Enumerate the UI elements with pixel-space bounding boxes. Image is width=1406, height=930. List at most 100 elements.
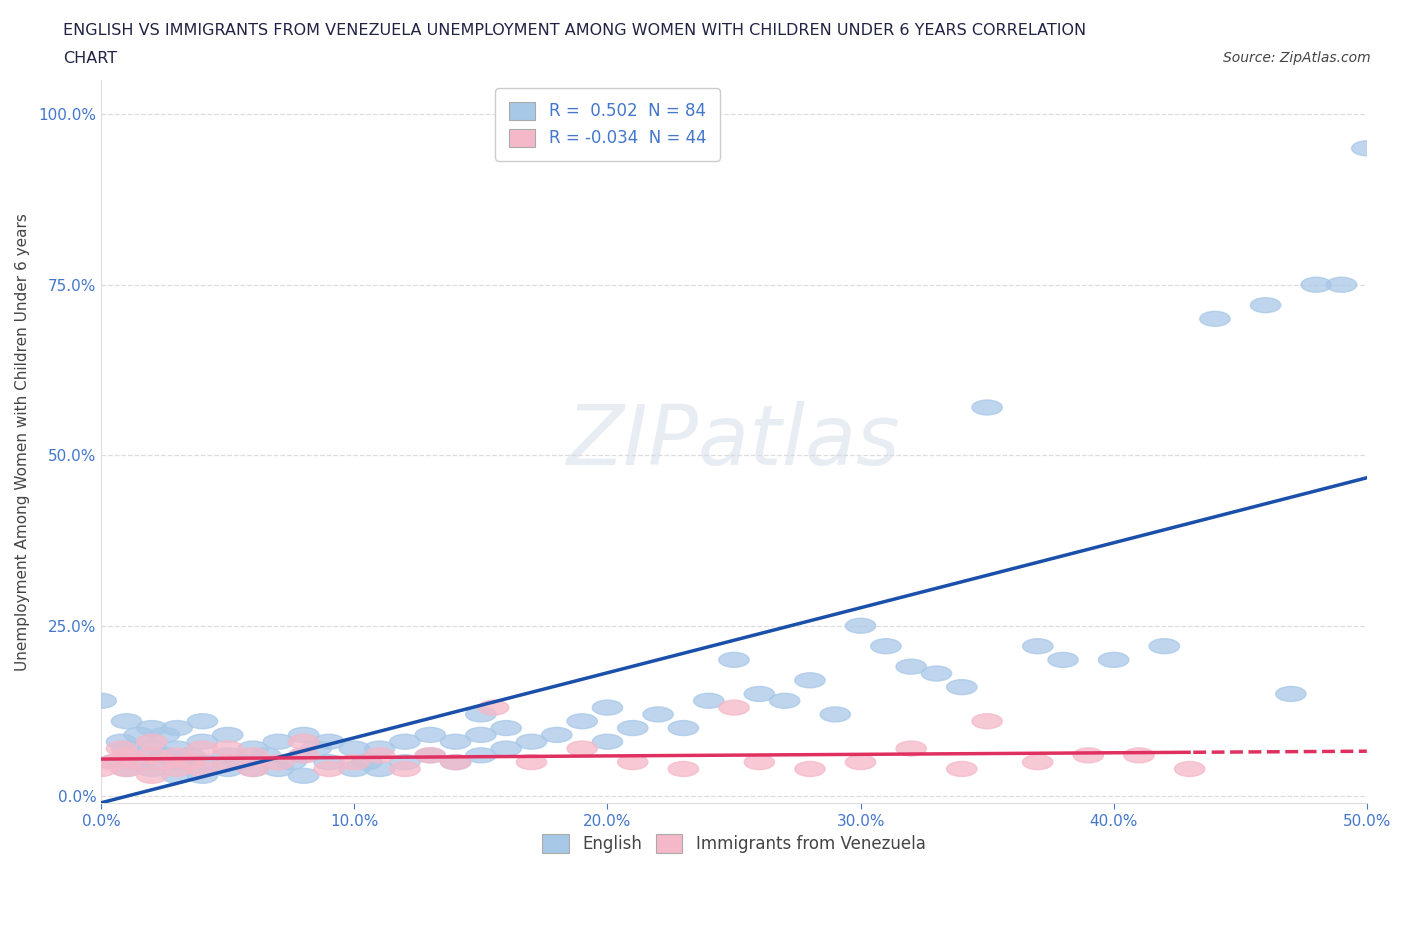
- Ellipse shape: [187, 768, 218, 783]
- Ellipse shape: [1022, 754, 1053, 770]
- Ellipse shape: [668, 721, 699, 736]
- Ellipse shape: [263, 762, 294, 777]
- Ellipse shape: [364, 762, 395, 777]
- Ellipse shape: [162, 721, 193, 736]
- Ellipse shape: [1149, 639, 1180, 654]
- Ellipse shape: [1022, 639, 1053, 654]
- Ellipse shape: [111, 762, 142, 777]
- Ellipse shape: [238, 762, 269, 777]
- Text: ZIPatlas: ZIPatlas: [567, 401, 901, 482]
- Ellipse shape: [465, 707, 496, 722]
- Ellipse shape: [1199, 312, 1230, 326]
- Ellipse shape: [238, 748, 269, 763]
- Ellipse shape: [314, 734, 344, 750]
- Ellipse shape: [238, 762, 269, 777]
- Ellipse shape: [415, 748, 446, 763]
- Ellipse shape: [136, 768, 167, 783]
- Ellipse shape: [86, 693, 117, 709]
- Ellipse shape: [111, 713, 142, 729]
- Ellipse shape: [124, 754, 155, 770]
- Ellipse shape: [415, 727, 446, 742]
- Ellipse shape: [212, 748, 243, 763]
- Ellipse shape: [946, 680, 977, 695]
- Ellipse shape: [352, 754, 382, 770]
- Ellipse shape: [440, 754, 471, 770]
- Ellipse shape: [617, 721, 648, 736]
- Ellipse shape: [124, 754, 155, 770]
- Ellipse shape: [162, 768, 193, 783]
- Text: CHART: CHART: [63, 51, 117, 66]
- Ellipse shape: [1326, 277, 1357, 292]
- Ellipse shape: [389, 734, 420, 750]
- Ellipse shape: [1275, 686, 1306, 701]
- Ellipse shape: [465, 748, 496, 763]
- Ellipse shape: [288, 727, 319, 742]
- Ellipse shape: [212, 762, 243, 777]
- Ellipse shape: [238, 741, 269, 756]
- Ellipse shape: [136, 734, 167, 750]
- Ellipse shape: [718, 652, 749, 668]
- Ellipse shape: [162, 741, 193, 756]
- Ellipse shape: [896, 659, 927, 674]
- Ellipse shape: [896, 741, 927, 756]
- Ellipse shape: [86, 762, 117, 777]
- Ellipse shape: [516, 734, 547, 750]
- Ellipse shape: [250, 748, 281, 763]
- Ellipse shape: [276, 754, 307, 770]
- Ellipse shape: [820, 707, 851, 722]
- Ellipse shape: [1250, 298, 1281, 312]
- Ellipse shape: [162, 754, 193, 770]
- Ellipse shape: [212, 727, 243, 742]
- Ellipse shape: [111, 748, 142, 763]
- Ellipse shape: [491, 721, 522, 736]
- Ellipse shape: [136, 762, 167, 777]
- Ellipse shape: [592, 700, 623, 715]
- Ellipse shape: [111, 741, 142, 756]
- Ellipse shape: [794, 672, 825, 688]
- Ellipse shape: [567, 713, 598, 729]
- Ellipse shape: [744, 686, 775, 701]
- Ellipse shape: [1174, 762, 1205, 777]
- Text: Source: ZipAtlas.com: Source: ZipAtlas.com: [1223, 51, 1371, 65]
- Ellipse shape: [162, 748, 193, 763]
- Ellipse shape: [149, 748, 180, 763]
- Ellipse shape: [972, 400, 1002, 415]
- Ellipse shape: [1047, 652, 1078, 668]
- Ellipse shape: [187, 754, 218, 770]
- Ellipse shape: [1301, 277, 1331, 292]
- Ellipse shape: [718, 700, 749, 715]
- Ellipse shape: [174, 748, 205, 763]
- Ellipse shape: [107, 734, 136, 750]
- Ellipse shape: [225, 754, 256, 770]
- Ellipse shape: [1098, 652, 1129, 668]
- Ellipse shape: [592, 734, 623, 750]
- Text: ENGLISH VS IMMIGRANTS FROM VENEZUELA UNEMPLOYMENT AMONG WOMEN WITH CHILDREN UNDE: ENGLISH VS IMMIGRANTS FROM VENEZUELA UNE…: [63, 23, 1087, 38]
- Ellipse shape: [921, 666, 952, 681]
- Ellipse shape: [870, 639, 901, 654]
- Ellipse shape: [314, 762, 344, 777]
- Ellipse shape: [516, 754, 547, 770]
- Ellipse shape: [339, 741, 370, 756]
- Y-axis label: Unemployment Among Women with Children Under 6 years: Unemployment Among Women with Children U…: [15, 213, 30, 671]
- Ellipse shape: [415, 748, 446, 763]
- Ellipse shape: [1073, 748, 1104, 763]
- Ellipse shape: [972, 713, 1002, 729]
- Ellipse shape: [98, 754, 129, 770]
- Ellipse shape: [174, 754, 205, 770]
- Ellipse shape: [149, 754, 180, 770]
- Ellipse shape: [263, 734, 294, 750]
- Ellipse shape: [389, 762, 420, 777]
- Ellipse shape: [845, 618, 876, 633]
- Ellipse shape: [136, 721, 167, 736]
- Ellipse shape: [440, 754, 471, 770]
- Ellipse shape: [845, 754, 876, 770]
- Ellipse shape: [617, 754, 648, 770]
- Ellipse shape: [187, 762, 218, 777]
- Ellipse shape: [136, 748, 167, 763]
- Ellipse shape: [314, 754, 344, 770]
- Ellipse shape: [744, 754, 775, 770]
- Ellipse shape: [946, 762, 977, 777]
- Ellipse shape: [288, 768, 319, 783]
- Ellipse shape: [465, 727, 496, 742]
- Ellipse shape: [288, 734, 319, 750]
